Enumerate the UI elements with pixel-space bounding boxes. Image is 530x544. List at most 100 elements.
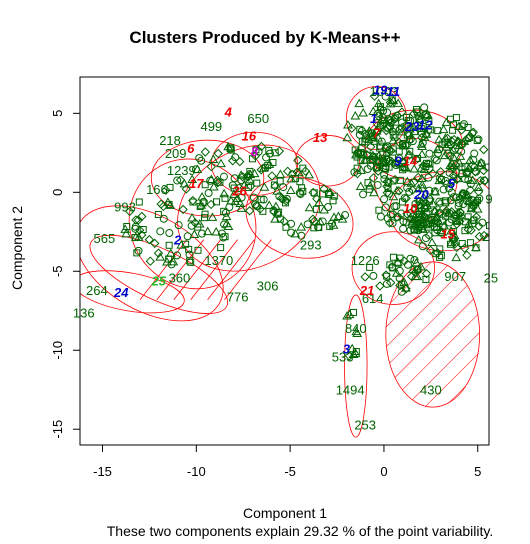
point-marker: [219, 188, 229, 198]
point-marker: [474, 231, 485, 242]
point-marker: [243, 171, 253, 181]
point-marker: [153, 248, 164, 258]
point-label: 264: [86, 283, 108, 298]
point-marker: [433, 149, 442, 158]
point-marker: [411, 257, 422, 267]
point-marker: [304, 169, 314, 179]
point-marker: [464, 219, 474, 228]
cluster-id-label: 15: [440, 226, 455, 241]
point-marker: [253, 179, 261, 187]
point-marker: [360, 272, 370, 282]
point-marker: [405, 187, 414, 196]
point-label: 1003: [369, 84, 398, 99]
point-marker: [395, 266, 404, 275]
point-marker: [308, 214, 318, 224]
point-marker: [404, 130, 414, 140]
point-marker: [390, 202, 399, 211]
point-label: 614: [362, 291, 384, 306]
point-marker: [409, 177, 419, 188]
point-marker: [416, 173, 427, 183]
point-marker: [412, 271, 423, 281]
point-marker: [408, 137, 417, 146]
point-marker: [375, 281, 385, 291]
point-marker: [430, 186, 441, 196]
point-marker: [325, 187, 335, 197]
point-marker: [318, 217, 327, 226]
point-marker: [394, 186, 404, 196]
point-labels: 6504992182091239993166565264136360137077…: [73, 84, 498, 432]
point-marker: [398, 280, 406, 288]
point-marker: [468, 160, 478, 170]
point-marker: [382, 143, 391, 152]
point-marker: [236, 170, 246, 179]
point-marker: [168, 256, 179, 266]
y-tick-label: -10: [50, 341, 65, 360]
point-marker: [285, 185, 296, 194]
point-marker: [377, 137, 386, 146]
point-marker: [236, 203, 247, 212]
point-marker: [439, 220, 450, 230]
point-marker: [293, 155, 303, 166]
point-marker: [216, 158, 226, 168]
point-marker: [394, 259, 402, 267]
cluster-id-label: 14: [403, 154, 418, 169]
cluster-ellipse: [245, 176, 354, 259]
point-marker: [406, 226, 415, 235]
point-marker: [458, 170, 466, 178]
hatch-line: [156, 239, 205, 300]
point-marker: [221, 194, 229, 202]
point-marker: [144, 234, 155, 245]
point-marker: [399, 224, 408, 233]
point-marker: [124, 206, 135, 217]
cluster-ellipse: [295, 135, 360, 187]
point-marker: [375, 206, 383, 214]
point-marker: [217, 244, 225, 252]
point-marker: [187, 221, 196, 230]
point-marker: [402, 176, 413, 186]
point-marker: [478, 144, 489, 155]
axes: -15 -10 -5 0 5 -15 -10 -5 0 5: [50, 110, 481, 479]
point-marker: [385, 277, 396, 288]
cluster-id-label: 17: [189, 176, 204, 191]
point-marker: [421, 234, 430, 243]
point-marker: [175, 175, 186, 185]
point-marker: [252, 201, 261, 210]
point-marker: [237, 176, 246, 185]
point-marker: [406, 178, 417, 187]
point-marker: [475, 175, 486, 186]
point-marker: [259, 195, 268, 204]
point-marker: [473, 137, 481, 145]
point-marker: [382, 181, 392, 192]
point-marker: [455, 193, 465, 203]
cluster-id-label: 7: [373, 125, 381, 140]
point-marker: [447, 176, 458, 186]
cluster-ellipse: [344, 294, 368, 438]
point-marker: [401, 193, 411, 204]
x-tick-label: -5: [284, 464, 296, 479]
point-label: 993: [114, 200, 136, 215]
point-label: 499: [200, 119, 222, 134]
point-marker: [484, 163, 489, 171]
point-marker: [229, 189, 239, 198]
point-marker: [279, 183, 288, 192]
point-marker: [183, 232, 192, 241]
point-marker: [384, 115, 393, 124]
point-marker: [312, 205, 320, 213]
point-marker: [437, 252, 445, 260]
point-marker: [467, 175, 478, 184]
point-marker: [395, 280, 405, 291]
point-marker: [150, 238, 160, 249]
point-marker: [373, 119, 382, 128]
point-marker: [406, 134, 415, 143]
point-marker: [427, 237, 437, 247]
point-marker: [391, 114, 399, 122]
point-marker: [342, 310, 352, 320]
point-marker: [407, 185, 418, 195]
point-marker: [416, 139, 427, 148]
point-marker: [381, 92, 390, 101]
point-marker: [442, 197, 450, 205]
point-marker: [419, 164, 430, 173]
point-marker: [244, 183, 252, 191]
y-axis-label: Component 2: [9, 205, 25, 291]
point-marker: [422, 113, 431, 122]
